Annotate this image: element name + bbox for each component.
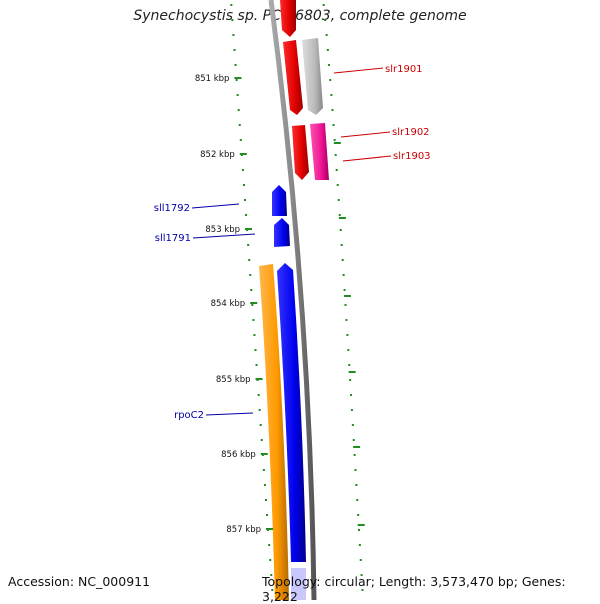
gene-label-sll1791[interactable]: sll1791 — [155, 233, 191, 244]
tick-label: 853 kbp — [205, 225, 240, 235]
right-tick-ring — [322, 4, 365, 591]
gene-label-sll1792[interactable]: sll1792 — [154, 203, 190, 214]
gene-labels: slr1901 slr1902 slr1903 sll1792 sll1791 rpoC2 — [154, 64, 431, 421]
gene-leaders — [191, 67, 392, 416]
gene-sll1791-arrow[interactable] — [274, 218, 290, 247]
genome-backbone — [268, 0, 317, 600]
gene-slr1901-arrow[interactable] — [283, 40, 303, 115]
gene-rpoC2-arrow[interactable] — [277, 263, 306, 562]
tick-label: 851 kbp — [195, 74, 230, 84]
leader-line-sll1792 — [191, 203, 240, 209]
leader-line-slr1901 — [333, 67, 384, 74]
leader-line-sll1791 — [192, 233, 256, 239]
gene-gray-arrow[interactable] — [302, 38, 323, 115]
gene-sll1792-arrow[interactable] — [272, 185, 287, 216]
gene-slr1902-arrow[interactable] — [292, 125, 309, 180]
tick-label: 856 kbp — [221, 450, 256, 460]
tick-label: 855 kbp — [216, 375, 251, 385]
gene-label-rpoC2[interactable]: rpoC2 — [174, 410, 204, 421]
leader-line-slr1902 — [340, 131, 391, 138]
tick-labels: 851 kbp 852 kbp 853 kbp 854 kbp 855 kbp 856 k… — [195, 74, 274, 535]
tick-label: 852 kbp — [200, 150, 235, 160]
gene-slr1903-arrow[interactable] — [310, 123, 329, 180]
leader-line-slr1903 — [342, 155, 392, 162]
gene-top-partial[interactable] — [280, 0, 296, 37]
bottom-partial-feature — [291, 568, 306, 600]
gene-label-slr1902[interactable]: slr1902 — [392, 127, 430, 138]
gene-label-slr1901[interactable]: slr1901 — [385, 64, 423, 75]
map-title: Synechocystis sp. PCC 6803, complete gen… — [133, 8, 467, 24]
gene-label-slr1903[interactable]: slr1903 — [393, 151, 431, 162]
tick-label: 857 kbp — [226, 525, 261, 535]
leader-line-rpoC2 — [205, 412, 254, 416]
orange-feature[interactable] — [259, 264, 289, 600]
tick-label: 854 kbp — [211, 299, 246, 309]
accession-label: Accession: NC_000911 — [8, 574, 151, 589]
